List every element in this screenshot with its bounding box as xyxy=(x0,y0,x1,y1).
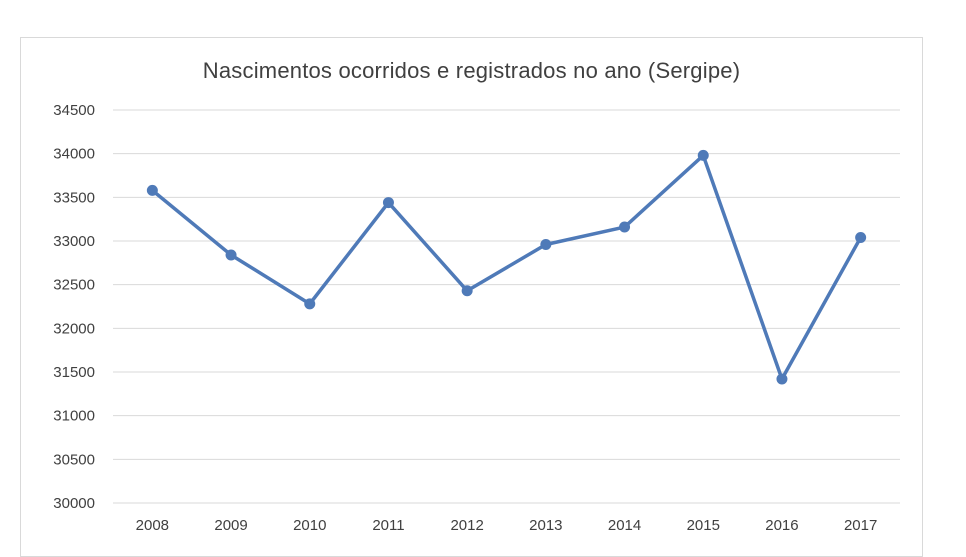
y-axis-tick-labels: 30000 30500 31000 31500 32000 32500 33000 33500… xyxy=(53,102,95,512)
y-tick-label: 34500 xyxy=(53,102,95,119)
data-point-2009 xyxy=(225,249,237,261)
data-point-2011 xyxy=(382,197,394,209)
data-point-2015 xyxy=(697,149,709,161)
x-tick-label: 2016 xyxy=(765,517,798,532)
data-point-2016 xyxy=(776,373,788,385)
y-tick-label: 32000 xyxy=(53,320,95,337)
series-layer xyxy=(146,149,867,385)
x-axis-tick-labels: 2008 2009 2010 2011 2012 2013 2014 2015 2016 2017 xyxy=(136,517,878,532)
x-tick-label: 2010 xyxy=(293,517,326,532)
y-tick-label: 33000 xyxy=(53,233,95,250)
data-point-2014 xyxy=(619,221,631,233)
x-tick-label: 2008 xyxy=(136,517,169,532)
y-tick-label: 30000 xyxy=(53,495,95,512)
x-tick-label: 2014 xyxy=(608,517,641,532)
data-point-2010 xyxy=(304,298,316,310)
chart-title: Nascimentos ocorridos e registrados no a… xyxy=(202,58,741,83)
data-point-2013 xyxy=(540,238,552,250)
gridlines xyxy=(113,109,900,504)
y-tick-label: 31500 xyxy=(53,364,95,381)
x-tick-label: 2013 xyxy=(529,517,562,532)
data-point-2012 xyxy=(461,285,473,297)
chart-frame xyxy=(20,37,923,557)
line-chart: 30000 30500 31000 31500 32000 32500 33000 33500… xyxy=(53,102,900,532)
y-tick-label: 30500 xyxy=(53,451,95,468)
y-tick-label: 32500 xyxy=(53,277,95,294)
x-tick-label: 2017 xyxy=(844,517,877,532)
y-tick-label: 34000 xyxy=(53,146,95,163)
x-tick-label: 2009 xyxy=(214,517,247,532)
x-tick-label: 2011 xyxy=(372,517,404,532)
x-tick-label: 2012 xyxy=(450,517,483,532)
x-tick-label: 2015 xyxy=(687,517,720,532)
data-point-2008 xyxy=(146,184,158,196)
y-tick-label: 31000 xyxy=(53,408,95,425)
data-point-2017 xyxy=(855,232,867,244)
series-line xyxy=(150,153,863,381)
y-tick-label: 33500 xyxy=(53,189,95,206)
